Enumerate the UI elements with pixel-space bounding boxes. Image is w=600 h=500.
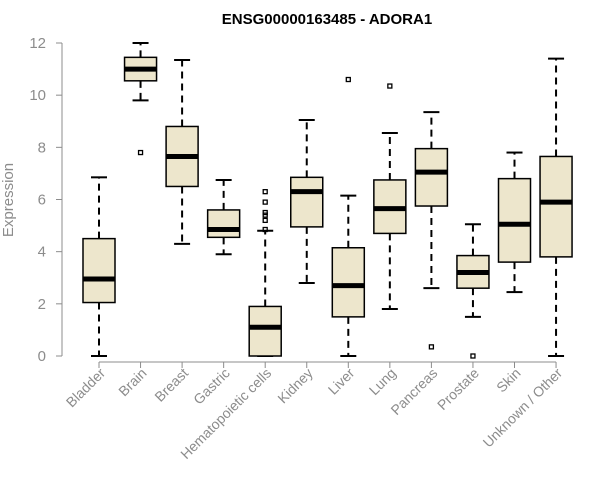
- box-group-9: [456, 223, 490, 359]
- outlier-7-0: [387, 83, 393, 89]
- y-axis: 0 2 4 6 8 10 12: [29, 35, 63, 365]
- x-tick-label-5: Kidney: [274, 365, 316, 407]
- outlier-9-0: [470, 353, 476, 359]
- box-group-6: [331, 76, 366, 357]
- box-10: [497, 177, 532, 263]
- outlier-1-0: [137, 149, 144, 156]
- x-tick-label-7: Lung: [366, 365, 399, 398]
- chart-title: ENSG00000163485 - ADORA1: [222, 11, 432, 28]
- box-group-4: [248, 189, 282, 357]
- x-tick-label-11: Unknown / Other: [480, 365, 566, 451]
- outlier-6-0: [345, 76, 351, 83]
- box-5: [290, 176, 324, 228]
- outlier-4-3: [262, 209, 268, 216]
- box-group-1: [123, 42, 158, 156]
- y-tick-label-5: 10: [29, 87, 46, 104]
- box-3: [206, 209, 241, 239]
- x-tick-label-1: Brain: [115, 365, 149, 399]
- box-group-10: [497, 151, 532, 294]
- box-group-3: [206, 178, 241, 256]
- box-group-7: [373, 83, 407, 311]
- outlier-4-5: [262, 189, 268, 195]
- x-tick-label-2: Breast: [151, 365, 191, 405]
- y-tick-label-3: 6: [38, 192, 46, 209]
- box-4: [248, 305, 282, 357]
- box-0: [82, 237, 116, 304]
- y-tick-label-2: 4: [38, 244, 46, 261]
- y-tick-label-6: 12: [29, 35, 46, 52]
- box-group-0: [82, 176, 116, 357]
- outlier-4-1: [262, 217, 268, 224]
- box-group-11: [539, 57, 573, 357]
- outlier-8-0: [428, 344, 435, 350]
- outlier-4-4: [262, 199, 268, 205]
- x-tick-label-10: Skin: [493, 365, 524, 396]
- box-11: [539, 155, 573, 258]
- x-tick-label-0: Bladder: [63, 365, 109, 411]
- x-tick-label-9: Prostate: [434, 365, 482, 413]
- box-6: [331, 247, 366, 318]
- y-tick-label-1: 2: [38, 296, 46, 313]
- box-group-2: [165, 58, 199, 245]
- box-8: [414, 147, 449, 207]
- outlier-4-0: [262, 226, 268, 233]
- y-tick-label-4: 8: [38, 139, 46, 156]
- y-tick-label-0: 0: [38, 348, 46, 365]
- x-tick-label-6: Liver: [325, 365, 358, 398]
- boxes: [82, 42, 573, 359]
- box-group-5: [290, 118, 324, 284]
- y-axis-label: Expression: [0, 163, 17, 237]
- box-group-8: [414, 111, 449, 350]
